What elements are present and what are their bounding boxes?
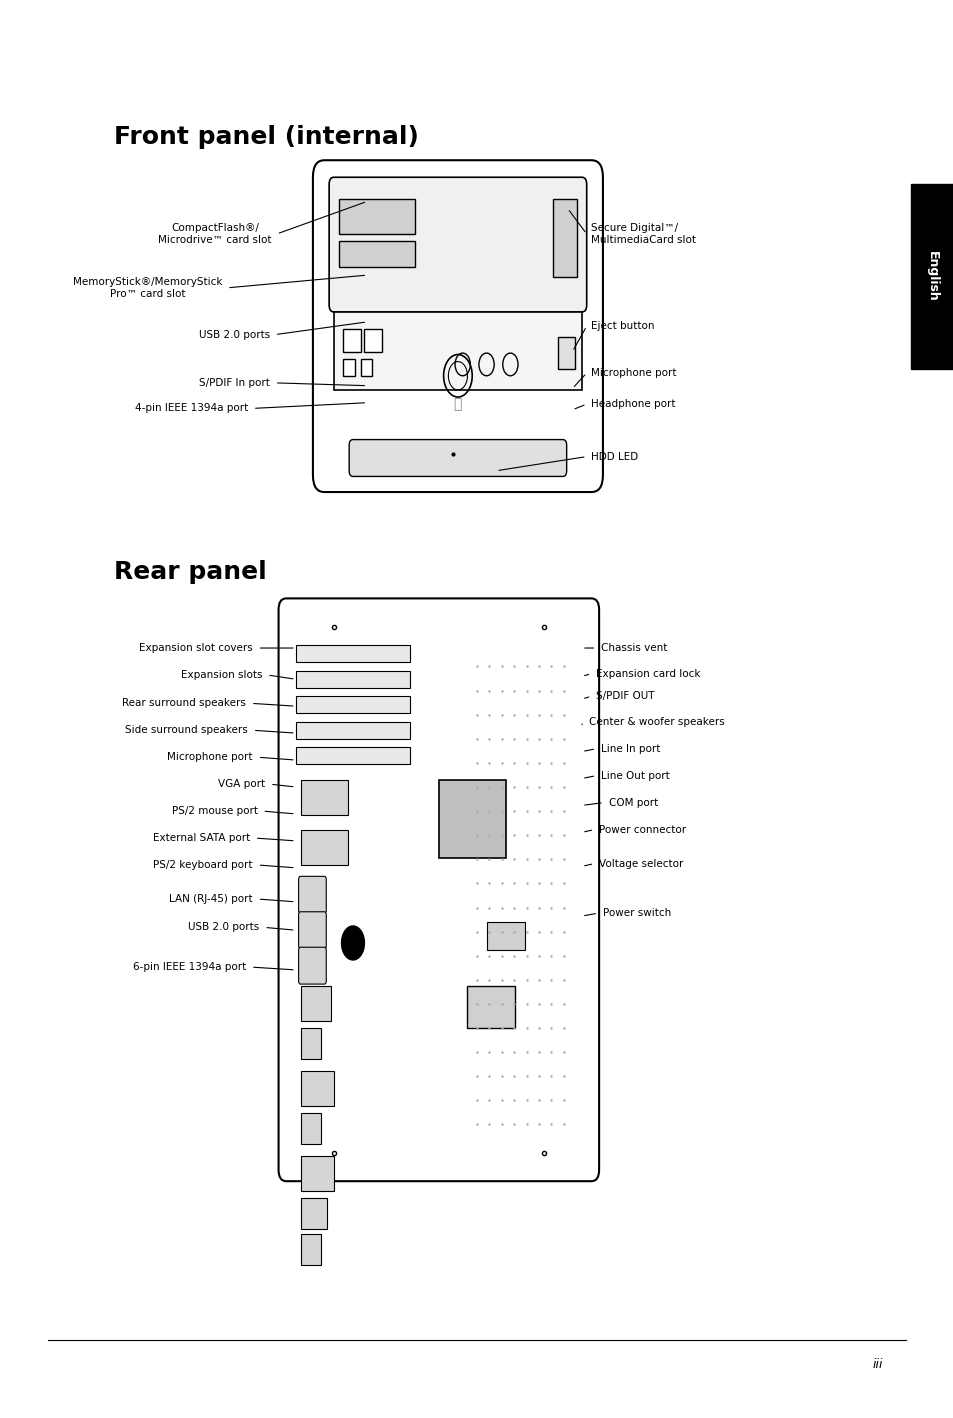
Bar [295, 645, 410, 662]
Text: CompactFlash®/
Microdrive™ card slot: CompactFlash®/ Microdrive™ card slot [158, 223, 272, 245]
Text: iii: iii [871, 1357, 882, 1371]
Text: Front panel (internal): Front panel (internal) [114, 125, 419, 149]
Bar [295, 696, 410, 713]
Bar [300, 986, 331, 1021]
FancyBboxPatch shape [329, 177, 586, 312]
Bar [295, 747, 410, 764]
Bar [300, 780, 348, 815]
Text: MemoryStick®/MemoryStick
Pro™ card slot: MemoryStick®/MemoryStick Pro™ card slot [72, 277, 222, 299]
Text: COM port: COM port [608, 797, 658, 808]
Bar [300, 1198, 327, 1229]
Text: Chassis vent: Chassis vent [600, 642, 667, 654]
Bar [338, 199, 415, 234]
Bar [360, 359, 372, 376]
Text: External SATA port: External SATA port [152, 832, 250, 844]
Bar [553, 199, 577, 277]
Bar [300, 1234, 321, 1265]
Text: S/PDIF OUT: S/PDIF OUT [596, 691, 654, 702]
FancyBboxPatch shape [298, 912, 326, 949]
Text: Line Out port: Line Out port [600, 770, 669, 781]
Text: LAN (RJ-45) port: LAN (RJ-45) port [169, 893, 253, 905]
Bar [364, 329, 381, 352]
Text: Rear panel: Rear panel [114, 560, 267, 584]
Text: Line In port: Line In port [600, 743, 659, 754]
Text: USB 2.0 ports: USB 2.0 ports [188, 922, 259, 933]
Text: Power connector: Power connector [598, 824, 685, 835]
Bar [338, 241, 415, 267]
Text: Ꮟ: Ꮟ [454, 397, 461, 411]
Bar [295, 722, 410, 739]
Text: Side surround speakers: Side surround speakers [125, 725, 248, 736]
Text: Center & woofer speakers: Center & woofer speakers [588, 716, 723, 727]
Bar [486, 922, 524, 950]
Bar [295, 671, 410, 688]
Text: Rear surround speakers: Rear surround speakers [122, 698, 246, 709]
FancyBboxPatch shape [298, 947, 326, 984]
FancyBboxPatch shape [313, 160, 602, 492]
Text: USB 2.0 ports: USB 2.0 ports [198, 329, 270, 340]
Bar [343, 329, 360, 352]
Bar [558, 337, 575, 369]
Bar [300, 1113, 321, 1144]
Bar [300, 830, 348, 865]
Text: Expansion card lock: Expansion card lock [596, 668, 700, 679]
Text: 6-pin IEEE 1394a port: 6-pin IEEE 1394a port [132, 961, 246, 973]
Text: Secure Digital™/
MultimediaCard slot: Secure Digital™/ MultimediaCard slot [591, 223, 696, 245]
Text: Microphone port: Microphone port [167, 752, 253, 763]
Bar [438, 780, 505, 858]
Text: PS/2 keyboard port: PS/2 keyboard port [153, 859, 253, 871]
Bar [300, 1071, 334, 1106]
FancyBboxPatch shape [298, 876, 326, 913]
Text: 4-pin IEEE 1394a port: 4-pin IEEE 1394a port [134, 403, 248, 414]
Text: Expansion slots: Expansion slots [181, 669, 262, 681]
Text: Microphone port: Microphone port [591, 367, 677, 379]
Bar [334, 312, 581, 390]
Bar [300, 1156, 334, 1191]
Bar [467, 986, 515, 1028]
Text: Power switch: Power switch [602, 908, 671, 919]
Text: PS/2 mouse port: PS/2 mouse port [172, 805, 257, 817]
Bar [910, 184, 953, 369]
Text: VGA port: VGA port [218, 778, 265, 790]
Text: Expansion slot covers: Expansion slot covers [139, 642, 253, 654]
Text: S/PDIF In port: S/PDIF In port [199, 377, 270, 389]
Text: Eject button: Eject button [591, 320, 655, 332]
FancyBboxPatch shape [349, 440, 566, 476]
Text: Headphone port: Headphone port [591, 398, 676, 410]
Text: Voltage selector: Voltage selector [598, 858, 682, 869]
Bar [343, 359, 355, 376]
Text: English: English [925, 251, 938, 302]
FancyBboxPatch shape [278, 598, 598, 1181]
Text: HDD LED: HDD LED [591, 451, 639, 462]
Bar [300, 1028, 321, 1059]
Circle shape [341, 926, 364, 960]
